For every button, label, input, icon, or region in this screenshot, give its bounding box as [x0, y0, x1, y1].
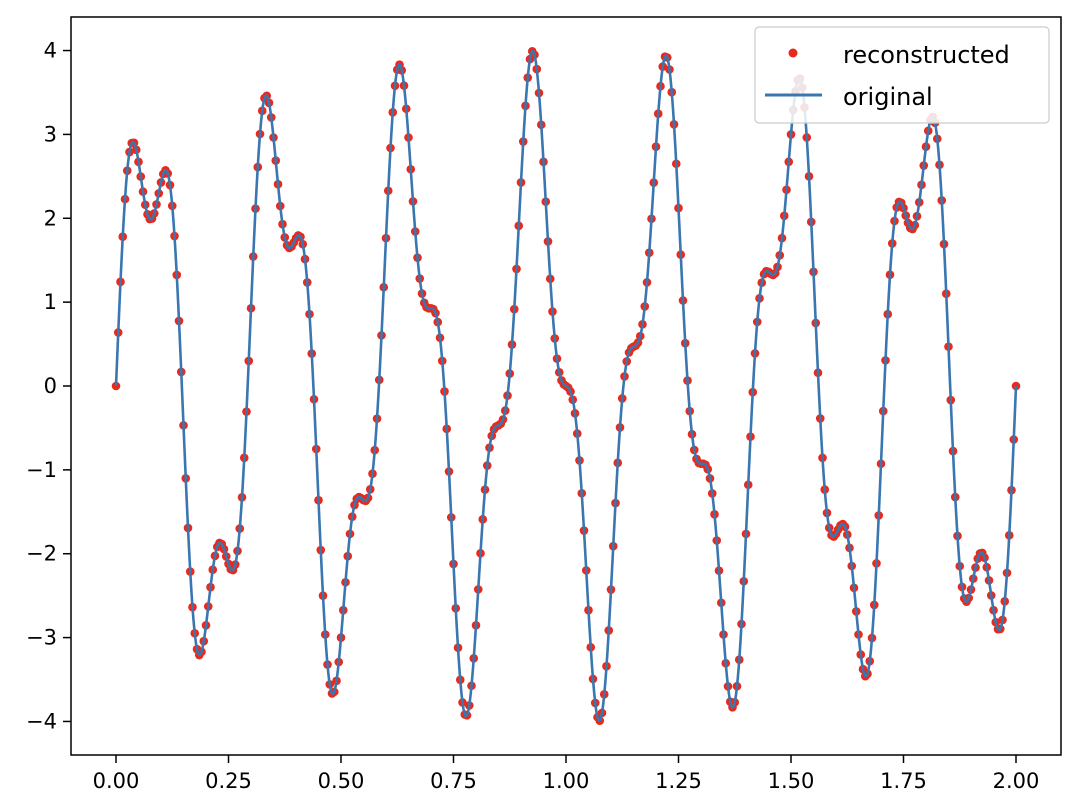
legend-label-reconstructed: reconstructed: [843, 41, 1010, 69]
x-tick-label: 0.50: [318, 769, 365, 793]
x-tick-label: 0.75: [430, 769, 477, 793]
x-tick-label: 2.00: [993, 769, 1040, 793]
y-tick-label: 3: [44, 122, 57, 146]
x-tick-label: 0.25: [205, 769, 252, 793]
legend-box: [754, 26, 1050, 124]
y-tick-label: 0: [44, 374, 57, 398]
x-axis: 0.00 0.25 0.50 0.75 1.00 1.25 1.50 1.75 2.00: [93, 755, 1040, 793]
x-tick-label: 1.25: [655, 769, 702, 793]
legend: reconstructed original: [754, 26, 1050, 124]
y-tick-label: 1: [44, 290, 57, 314]
y-tick-label: −4: [26, 709, 57, 733]
x-tick-label: 1.50: [768, 769, 815, 793]
x-tick-label: 1.75: [880, 769, 927, 793]
original-line-layer: [114, 49, 1018, 723]
x-tick-label: 0.00: [93, 769, 140, 793]
y-tick-label: 4: [44, 39, 57, 63]
y-tick-label: 2: [44, 206, 57, 230]
y-tick-label: −1: [26, 458, 57, 482]
y-axis: −4 −3 −2 −1 0 1 2 3 4: [26, 39, 71, 733]
y-tick-label: −3: [26, 626, 57, 650]
x-tick-label: 1.00: [543, 769, 590, 793]
legend-label-original: original: [843, 83, 933, 111]
y-tick-label: −2: [26, 542, 57, 566]
legend-marker-reconstructed: [788, 48, 798, 58]
plot-area: [70, 16, 1062, 756]
original-line: [114, 49, 1018, 723]
